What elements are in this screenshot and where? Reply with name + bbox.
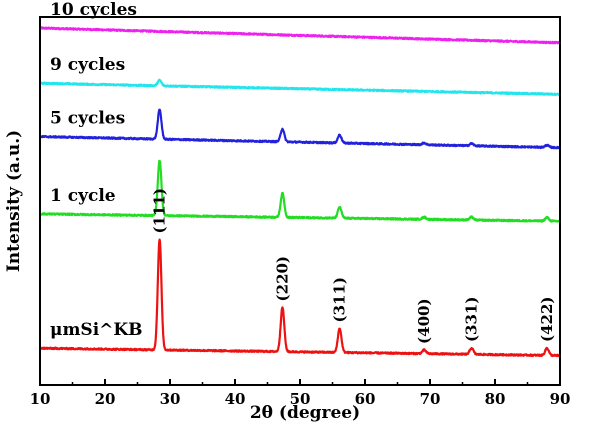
x-tick-label-2: 30 [160, 390, 181, 408]
peak-label-2: (311) [331, 277, 349, 323]
peak-label-1: (220) [273, 256, 291, 302]
series-label-2: 5 cycles [50, 109, 125, 129]
series-label-1: 9 cycles [50, 55, 125, 75]
y-axis-title: Intensity (a.u.) [4, 130, 24, 272]
x-axis-tick-labels: 10 20 30 40 50 60 70 80 90 [30, 390, 571, 408]
peak-label-5: (422) [538, 297, 556, 343]
x-tick-label-5: 60 [355, 390, 376, 408]
peak-label-layer: (111) (220) (311) (400) (331) (422) [151, 188, 556, 344]
x-axis-title: 2θ (degree) [250, 403, 360, 423]
series-line-2 [39, 108, 561, 150]
series-line-1 [39, 78, 561, 97]
x-tick-label-1: 20 [95, 390, 116, 408]
series-label-4: μmSi^KB [50, 320, 143, 340]
x-tick-label-0: 10 [30, 390, 51, 408]
x-tick-label-4: 50 [290, 390, 311, 408]
x-tick-label-3: 40 [225, 390, 246, 408]
peak-label-0: (111) [151, 188, 169, 234]
series-label-3: 1 cycle [50, 186, 116, 206]
series-line-3 [39, 159, 561, 223]
series-label-0: 10 cycles [50, 0, 137, 20]
series-label-layer: 10 cycles 9 cycles 5 cycles 1 cycle μmSi^KB [50, 0, 143, 340]
x-tick-label-6: 70 [420, 390, 441, 408]
peak-label-4: (331) [463, 297, 481, 343]
x-tick-label-8: 90 [550, 390, 571, 408]
x-axis-ticks [39, 379, 561, 385]
series-line-0 [39, 26, 561, 45]
trace-layer [39, 26, 561, 358]
series-line-4 [39, 238, 561, 358]
x-tick-label-7: 80 [485, 390, 506, 408]
peak-label-3: (400) [415, 298, 433, 344]
